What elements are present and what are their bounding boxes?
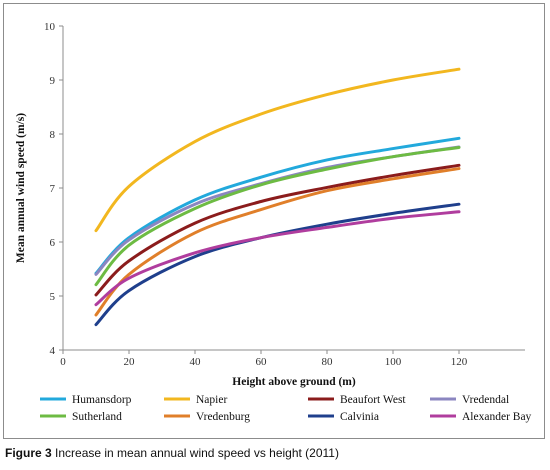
legend-item-alexander-bay: Alexander Bay [430, 411, 532, 423]
x-tick-label: 40 [190, 356, 202, 368]
legend-label: Napier [196, 394, 227, 406]
legend-item-calvinia: Calvinia [308, 411, 379, 423]
series-line-napier [94, 67, 461, 233]
x-tick-label: 100 [385, 356, 402, 368]
x-tick-label: 120 [451, 356, 468, 368]
y-tick-label: 7 [50, 183, 56, 195]
series-line-vredenburg [94, 167, 461, 317]
y-tick-label: 6 [50, 237, 56, 249]
x-axis-title: Height above ground (m) [232, 376, 356, 388]
figure-caption: Figure 3 Increase in mean annual wind sp… [5, 446, 339, 460]
x-tick-label: 60 [256, 356, 268, 368]
y-axis-title: Mean annual wind speed (m/s) [15, 113, 27, 263]
legend-item-beaufort-west: Beaufort West [308, 394, 406, 406]
series-layer [94, 67, 461, 327]
legend-label: Beaufort West [340, 394, 406, 406]
legend-item-humansdorp: Humansdorp [40, 394, 132, 406]
legend-label: Sutherland [72, 411, 122, 423]
y-tick-label: 10 [44, 21, 56, 33]
legend-item-vredendal: Vredendal [430, 394, 509, 406]
legend-label: Vredenburg [196, 411, 250, 423]
series-line-beaufort-west [94, 163, 461, 297]
legend-label: Calvinia [340, 411, 379, 423]
legend-item-sutherland: Sutherland [40, 411, 122, 423]
legend-label: Humansdorp [72, 394, 132, 406]
figure-caption-label: Figure 3 [5, 446, 52, 460]
axis-titles: Height above ground (m) Mean annual wind… [15, 113, 356, 388]
y-tick-label: 4 [50, 345, 56, 357]
chart-frame [3, 3, 545, 439]
series-line-humansdorp [94, 136, 461, 275]
x-tick-label: 20 [124, 356, 136, 368]
legend-item-vredenburg: Vredenburg [164, 411, 250, 423]
legend: Humansdorp Napier Beaufort West Vredendal Su… [40, 394, 532, 423]
x-tick-label: 0 [60, 356, 66, 368]
series-line-alexander-bay [94, 210, 461, 307]
y-tick-label: 9 [50, 75, 56, 87]
legend-item-napier: Napier [164, 394, 227, 406]
y-tick-label: 5 [50, 291, 56, 303]
y-tick-label: 8 [50, 129, 56, 141]
legend-label: Alexander Bay [462, 411, 532, 423]
x-tick-label: 80 [322, 356, 334, 368]
legend-label: Vredendal [462, 394, 509, 406]
series-line-sutherland [94, 146, 461, 287]
figure-caption-text: Increase in mean annual wind speed vs he… [51, 446, 339, 460]
